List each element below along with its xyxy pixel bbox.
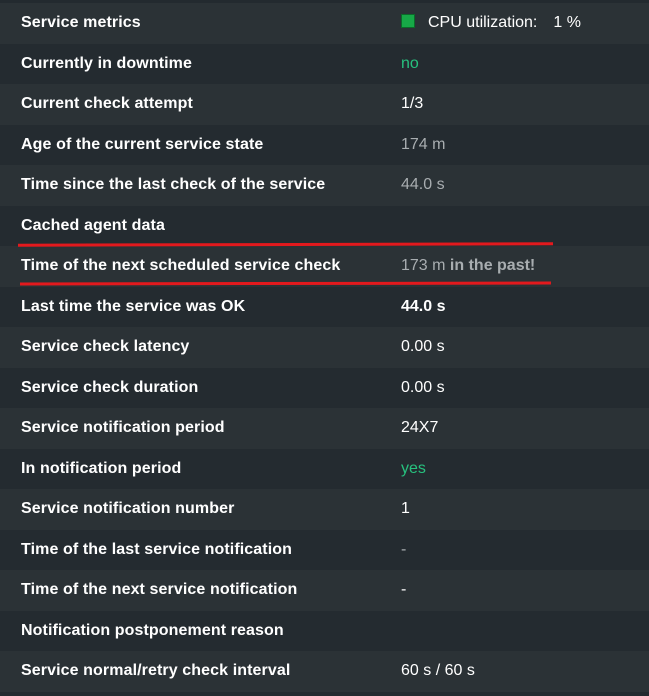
row-check-interval: Service normal/retry check interval 60 s… <box>0 651 649 692</box>
row-label: Current check attempt <box>21 95 193 113</box>
row-value: - <box>401 540 407 558</box>
row-postponement-reason: Notification postponement reason <box>0 610 649 651</box>
row-label: Cached agent data <box>21 216 165 234</box>
cpu-utilization-value: 1 % <box>553 14 581 32</box>
row-time-since-last-check: Time since the last check of the service… <box>0 165 649 206</box>
row-value: 0.00 s <box>401 378 445 396</box>
row-label: Time since the last check of the service <box>21 176 326 194</box>
row-label: In notification period <box>21 459 182 477</box>
row-label: Time of the last service notification <box>21 540 293 558</box>
row-value: 174 m <box>401 135 446 153</box>
row-value: 1 <box>401 500 410 518</box>
row-value: 44.0 s <box>401 176 445 194</box>
row-label: Service check latency <box>21 338 190 356</box>
row-age-current-state: Age of the current service state 174 m <box>0 124 649 165</box>
row-last-time-ok: Last time the service was OK 44.0 s <box>0 286 649 327</box>
row-value: 0.00 s <box>401 338 445 356</box>
row-label: Notification postponement reason <box>21 621 284 639</box>
row-label: Service notification number <box>21 500 235 518</box>
row-label: Currently in downtime <box>21 54 192 72</box>
row-label: Time of the next scheduled service check <box>21 257 341 275</box>
in-the-past-warning: in the past! <box>449 257 536 275</box>
cpu-utilization-metric: CPU utilization: 1 % <box>401 14 581 32</box>
row-value: 1/3 <box>401 95 424 113</box>
row-cached-agent-data: Cached agent data <box>0 205 649 246</box>
row-label: Age of the current service state <box>21 135 264 153</box>
cpu-metric-color-icon <box>401 14 415 29</box>
row-value: 60 s / 60 s <box>401 662 475 680</box>
row-label: Last time the service was OK <box>21 297 246 315</box>
row-notification-period: Service notification period 24X7 <box>0 408 649 449</box>
row-label: Service notification period <box>21 419 225 437</box>
row-check-duration: Service check duration 0.00 s <box>0 367 649 408</box>
row-label: Service metrics <box>21 14 141 32</box>
row-next-scheduled-check: Time of the next scheduled service check… <box>0 246 649 287</box>
row-value: no <box>401 54 419 72</box>
row-value: 24X7 <box>401 419 439 437</box>
row-value: 173 m in the past! <box>401 257 535 275</box>
row-service-metrics: Service metrics CPU utilization: 1 % <box>0 3 649 44</box>
row-label: Service check duration <box>21 378 199 396</box>
row-value: 44.0 s <box>401 297 446 315</box>
row-currently-in-downtime: Currently in downtime no <box>0 43 649 84</box>
row-value: yes <box>401 459 426 477</box>
row-notification-number: Service notification number 1 <box>0 489 649 530</box>
next-check-time: 173 m <box>401 257 446 275</box>
row-last-notification: Time of the last service notification - <box>0 529 649 570</box>
cpu-utilization-label: CPU utilization: <box>428 14 538 32</box>
row-in-notification-period: In notification period yes <box>0 448 649 489</box>
row-check-latency: Service check latency 0.00 s <box>0 327 649 368</box>
row-label: Time of the next service notification <box>21 581 298 599</box>
row-value: - <box>401 581 407 599</box>
row-label: Service normal/retry check interval <box>21 662 291 680</box>
row-current-check-attempt: Current check attempt 1/3 <box>0 84 649 125</box>
row-next-notification: Time of the next service notification - <box>0 570 649 611</box>
